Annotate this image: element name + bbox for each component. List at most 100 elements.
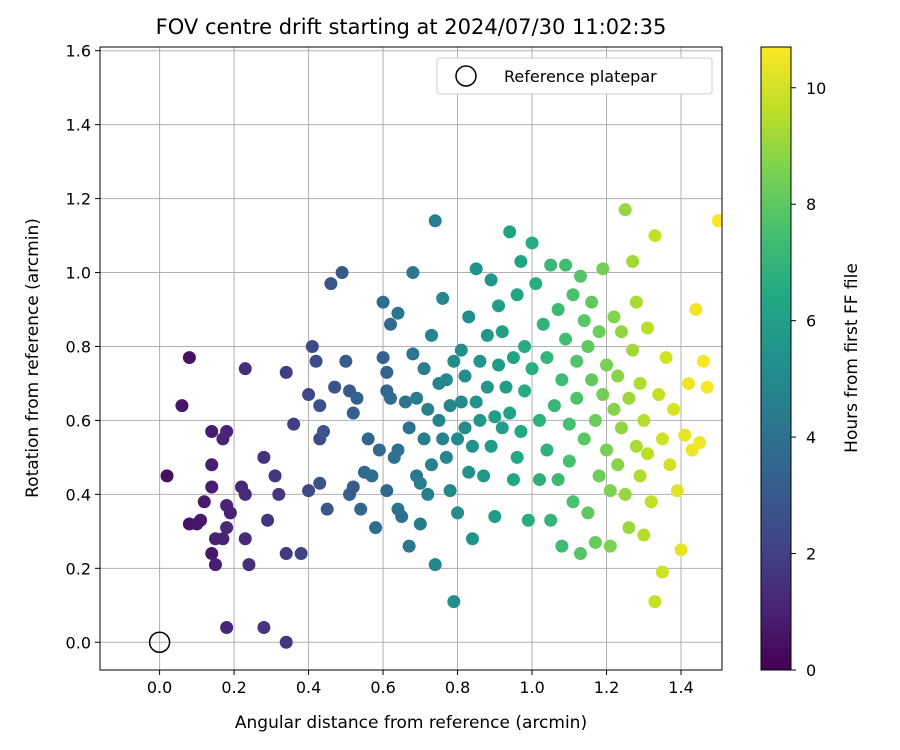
- chart-title: FOV centre drift starting at 2024/07/30 …: [156, 15, 667, 39]
- scatter-point: [585, 373, 599, 387]
- scatter-point: [492, 299, 506, 313]
- scatter-point: [465, 439, 479, 453]
- scatter-point: [391, 306, 405, 320]
- scatter-point: [447, 354, 461, 368]
- scatter-point: [670, 484, 684, 498]
- scatter-point: [547, 399, 561, 413]
- scatter-point: [648, 595, 662, 609]
- scatter-point: [518, 339, 532, 353]
- scatter-point: [302, 388, 316, 402]
- y-tick-label: 1.0: [66, 264, 91, 283]
- scatter-point: [424, 328, 438, 342]
- scatter-point: [577, 314, 591, 328]
- scatter-point: [294, 547, 308, 561]
- scatter-point: [197, 495, 211, 509]
- scatter-point: [376, 351, 390, 365]
- scatter-point: [559, 258, 573, 272]
- scatter-point: [320, 502, 334, 516]
- scatter-point: [532, 473, 546, 487]
- scatter-point: [451, 506, 465, 520]
- scatter-point: [350, 391, 364, 405]
- scatter-point: [220, 620, 234, 634]
- scatter-point: [268, 469, 282, 483]
- scatter-point: [525, 236, 539, 250]
- scatter-point: [451, 432, 465, 446]
- y-tick-label: 1.4: [66, 116, 91, 135]
- scatter-point: [607, 402, 621, 416]
- reference-marker: [148, 631, 171, 654]
- scatter-point: [510, 288, 524, 302]
- scatter-point: [287, 417, 301, 431]
- colorbar-tick-label: 10: [806, 79, 826, 98]
- scatter-point: [585, 295, 599, 309]
- scatter-point: [432, 413, 446, 427]
- scatter-point: [637, 413, 651, 427]
- scatter-point: [339, 354, 353, 368]
- scatter-point: [413, 517, 427, 531]
- scatter-point: [637, 528, 651, 542]
- scatter-point: [588, 535, 602, 549]
- scatter-point: [655, 432, 669, 446]
- scatter-point: [473, 354, 487, 368]
- scatter-point: [555, 539, 569, 553]
- scatter-point: [532, 413, 546, 427]
- y-tick-label: 1.2: [66, 190, 91, 209]
- scatter-point: [663, 458, 677, 472]
- scatter-point: [436, 291, 450, 305]
- scatter-point: [581, 506, 595, 520]
- scatter-point: [652, 388, 666, 402]
- scatter-point: [667, 402, 681, 416]
- scatter-point: [309, 354, 323, 368]
- scatter-point: [633, 469, 647, 483]
- scatter-point: [417, 362, 431, 376]
- scatter-point: [562, 417, 576, 431]
- y-tick-label: 0.8: [66, 337, 91, 356]
- scatter-point: [421, 402, 435, 416]
- colorbar-ticks: 0 2 4 6 8 10: [791, 79, 826, 680]
- scatter-point: [659, 351, 673, 365]
- x-tick-label: 0.8: [445, 678, 470, 697]
- scatter-point: [205, 547, 219, 561]
- scatter-point: [566, 495, 580, 509]
- scatter-point: [678, 428, 692, 442]
- scatter-point: [506, 473, 520, 487]
- scatter-point: [495, 421, 509, 435]
- scatter-point: [313, 399, 327, 413]
- legend-label: Reference platepar: [504, 67, 657, 86]
- scatter-point: [629, 295, 643, 309]
- scatter-point: [544, 513, 558, 527]
- scatter-point: [238, 362, 252, 376]
- scatter-point: [424, 458, 438, 472]
- scatter-point: [562, 454, 576, 468]
- scatter-point: [600, 358, 614, 372]
- scatter-point: [614, 325, 628, 339]
- scatter-point: [592, 325, 606, 339]
- scatter-point: [175, 399, 189, 413]
- scatter-point: [492, 358, 506, 372]
- scatter-point: [205, 480, 219, 494]
- y-tick-label: 0.0: [66, 633, 91, 652]
- scatter-point: [257, 450, 271, 464]
- scatter-point: [480, 328, 494, 342]
- scatter-point: [518, 384, 532, 398]
- scatter-point: [279, 635, 293, 649]
- colorbar-label: Hours from first FF file: [842, 263, 862, 453]
- scatter-point: [689, 303, 703, 317]
- colorbar-gradient: [760, 46, 792, 671]
- x-axis-label: Angular distance from reference (arcmin): [235, 713, 587, 733]
- scatter-point: [257, 620, 271, 634]
- scatter-point: [220, 425, 234, 439]
- scatter-point: [525, 362, 539, 376]
- scatter-point: [600, 443, 614, 457]
- scatter-point: [439, 373, 453, 387]
- scatter-point: [223, 506, 237, 520]
- scatter-point: [261, 513, 275, 527]
- x-axis-ticks: 0.0 0.2 0.4 0.6 0.8 1.0 1.2 1.4: [147, 670, 694, 697]
- scatter-point: [506, 351, 520, 365]
- y-axis-ticks: 0.0 0.2 0.4 0.6 0.8 1.0 1.2 1.4 1.6: [66, 42, 100, 652]
- scatter-point: [335, 266, 349, 280]
- scatter-point: [696, 354, 710, 368]
- scatter-point: [220, 521, 234, 535]
- scatter-point: [581, 339, 595, 353]
- scatter-point: [700, 380, 714, 394]
